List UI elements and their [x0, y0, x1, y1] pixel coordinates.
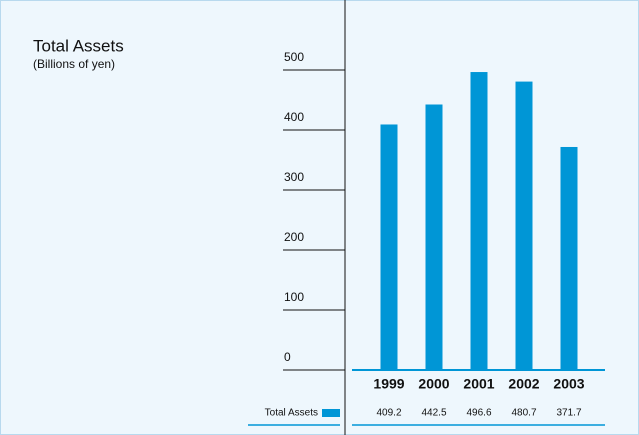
y-tick-label: 500 — [284, 50, 304, 64]
y-tick-label: 100 — [284, 290, 304, 304]
bar — [425, 104, 443, 370]
legend-label: Total Assets — [265, 408, 318, 419]
value-label: 409.2 — [376, 408, 401, 419]
x-tick-label: 2003 — [553, 376, 584, 392]
x-tick-label: 1999 — [373, 376, 404, 392]
chart-subtitle: (Billions of yen) — [33, 57, 115, 71]
y-tick-label: 400 — [284, 110, 304, 124]
x-tick-label: 2002 — [508, 376, 539, 392]
y-tick-label: 200 — [284, 230, 304, 244]
value-label: 371.7 — [556, 408, 581, 419]
value-label: 442.5 — [421, 408, 446, 419]
chart-title: Total Assets — [33, 36, 124, 55]
value-label: 480.7 — [511, 408, 536, 419]
y-tick-label: 300 — [284, 170, 304, 184]
bar — [470, 72, 488, 370]
x-tick-label: 2000 — [418, 376, 449, 392]
bar — [515, 81, 533, 370]
bar — [380, 124, 398, 370]
bar — [560, 146, 578, 370]
value-label: 496.6 — [466, 408, 491, 419]
x-tick-label: 2001 — [463, 376, 494, 392]
y-tick-label: 0 — [284, 350, 291, 364]
legend-swatch — [322, 409, 340, 417]
